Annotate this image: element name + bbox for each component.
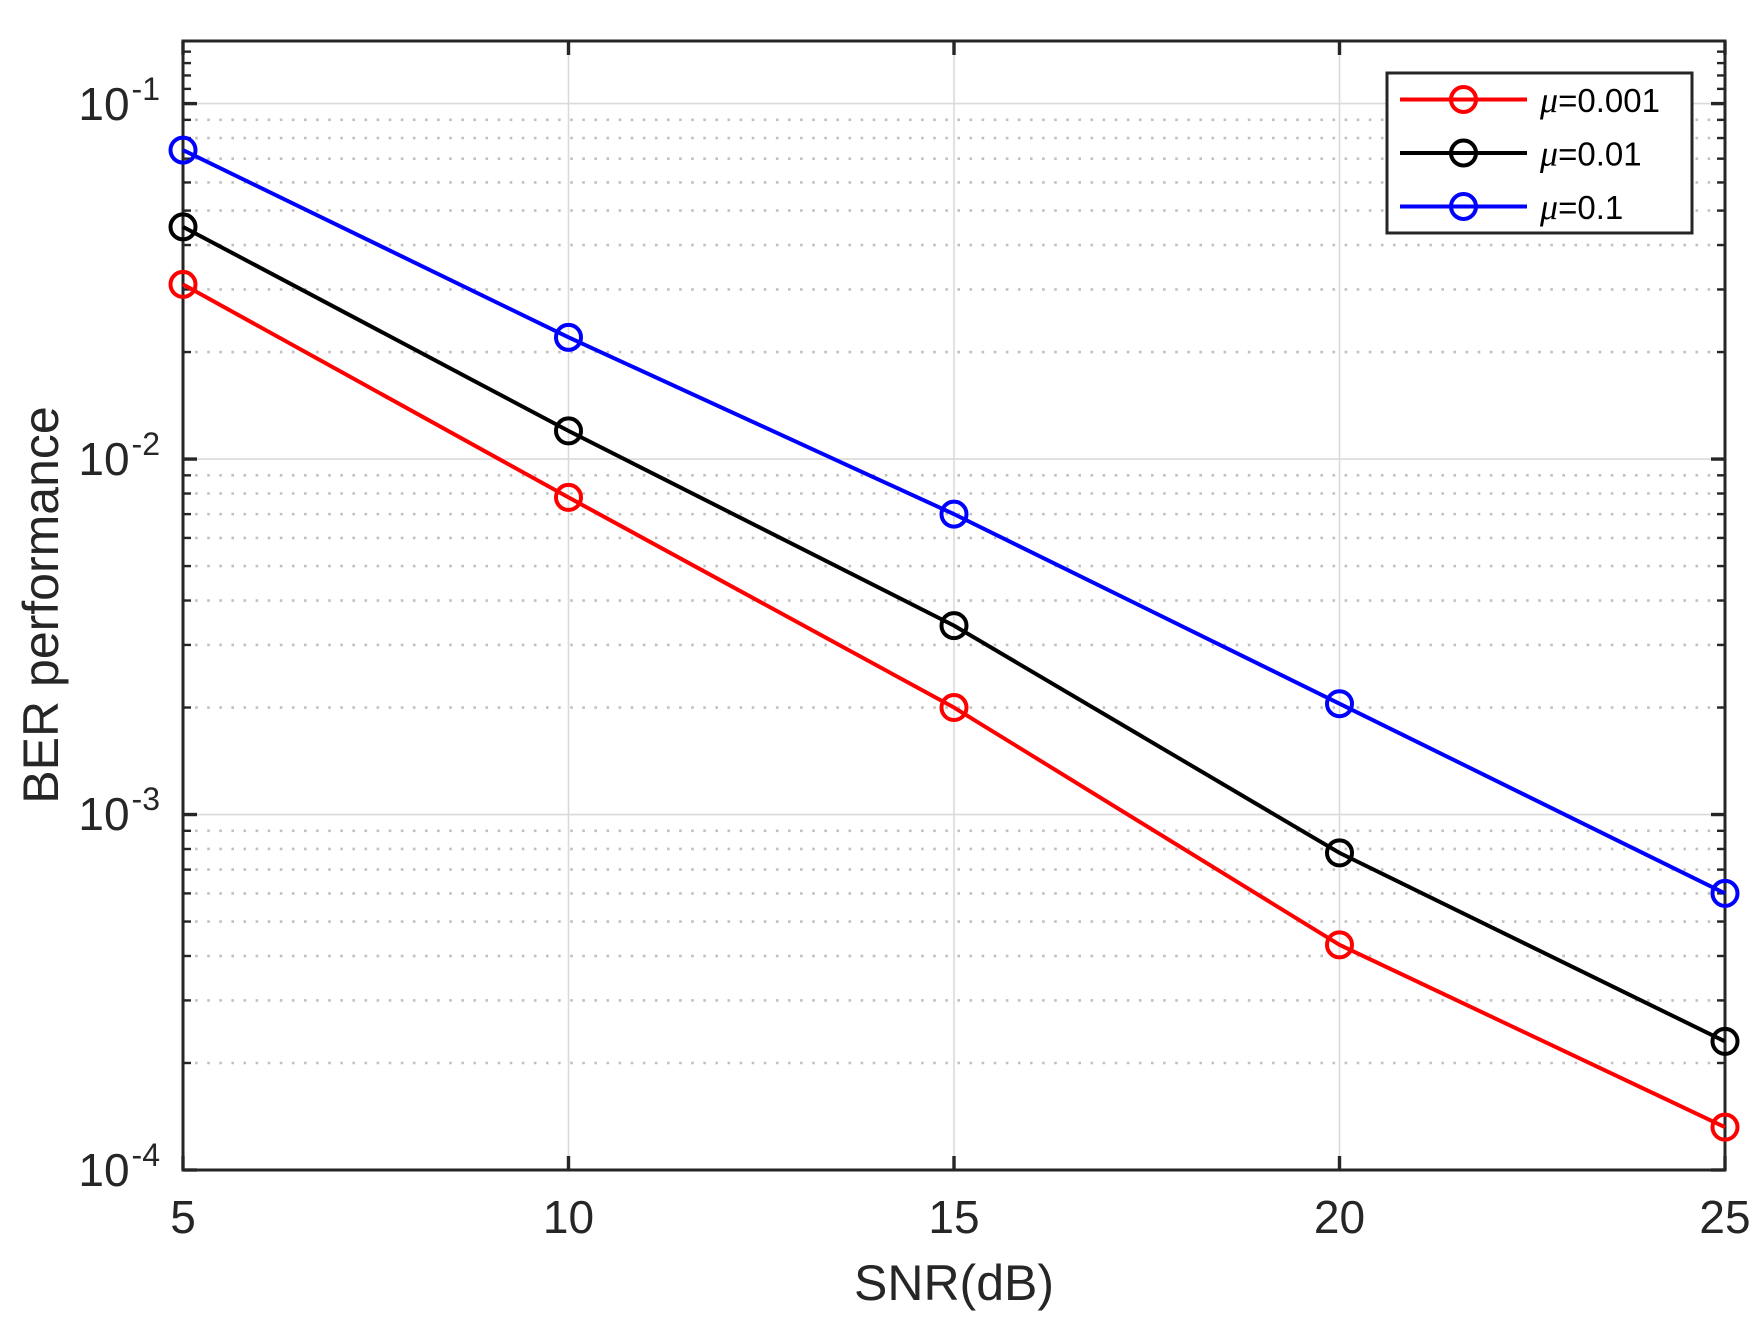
- y-tick-label: 10-2: [78, 426, 160, 485]
- data-point-marker: [168, 135, 198, 165]
- legend-item: μ=0.01: [1400, 134, 1642, 174]
- legend-value: =0.01: [1558, 136, 1642, 173]
- y-tick-exponent: -1: [132, 71, 160, 107]
- y-tick-base: 10: [78, 788, 129, 840]
- x-tick-label: 25: [1699, 1191, 1750, 1243]
- data-point-marker: [1710, 1112, 1740, 1142]
- data-point-marker: [1325, 930, 1354, 960]
- y-tick-base: 10: [78, 1144, 129, 1196]
- series-2: [168, 135, 1740, 908]
- y-tick-base: 10: [78, 78, 129, 130]
- y-axis-label: BER performance: [13, 406, 69, 803]
- series-line: [182, 148, 1726, 896]
- legend-value: =0.001: [1558, 82, 1660, 119]
- data-point-marker: [939, 499, 969, 529]
- legend-circle-marker-icon: [1449, 85, 1478, 114]
- legend-label: μ=0.001: [1539, 80, 1660, 120]
- legend-circle-marker-icon: [1449, 192, 1478, 221]
- data-point-marker: [1710, 878, 1740, 908]
- mu-symbol: μ: [1539, 134, 1558, 174]
- legend-circle-marker-icon: [1449, 138, 1478, 168]
- x-tick-label: 15: [928, 1191, 979, 1243]
- series-line: [182, 225, 1726, 1044]
- data-point-marker: [1325, 689, 1354, 719]
- legend-item: μ=0.1: [1400, 187, 1623, 227]
- y-tick-exponent: -2: [132, 426, 160, 462]
- data-point-marker: [554, 416, 583, 446]
- legend-item: μ=0.001: [1400, 80, 1660, 120]
- data-point-marker: [1325, 838, 1354, 868]
- data-point-marker: [939, 611, 969, 641]
- data-point-marker: [554, 322, 583, 352]
- x-tick-labels: 5 10 15 20 25: [170, 1191, 1750, 1243]
- y-tick-exponent: -3: [132, 781, 160, 817]
- y-tick-labels: 10-1 10-2 10-3 10-4: [78, 71, 160, 1196]
- data-point-marker: [1710, 1026, 1740, 1056]
- legend-label: μ=0.01: [1539, 134, 1642, 174]
- y-tick-label: 10-4: [78, 1137, 160, 1196]
- series-line: [182, 282, 1726, 1129]
- series-0: [168, 269, 1740, 1142]
- data-point-marker: [168, 269, 198, 299]
- data-point-marker: [939, 693, 969, 723]
- mu-symbol: μ: [1539, 80, 1558, 120]
- data-point-marker: [168, 212, 198, 242]
- y-tick-exponent: -4: [132, 1137, 160, 1173]
- series-1: [168, 212, 1740, 1056]
- x-tick-label: 10: [543, 1191, 594, 1243]
- legend-value: =0.1: [1558, 189, 1623, 226]
- x-tick-label: 5: [170, 1191, 196, 1243]
- y-tick-label: 10-1: [78, 71, 160, 130]
- legend-label: μ=0.1: [1539, 187, 1623, 227]
- y-tick-base: 10: [78, 433, 129, 485]
- x-tick-label: 20: [1314, 1191, 1365, 1243]
- x-axis-label: SNR(dB): [854, 1255, 1054, 1311]
- axis-ticks: [181, 41, 1727, 1172]
- mu-symbol: μ: [1539, 187, 1558, 227]
- data-point-marker: [554, 482, 583, 512]
- y-tick-label: 10-3: [78, 781, 160, 840]
- legend: μ=0.001 μ=0.01 μ=0.1: [1385, 71, 1694, 235]
